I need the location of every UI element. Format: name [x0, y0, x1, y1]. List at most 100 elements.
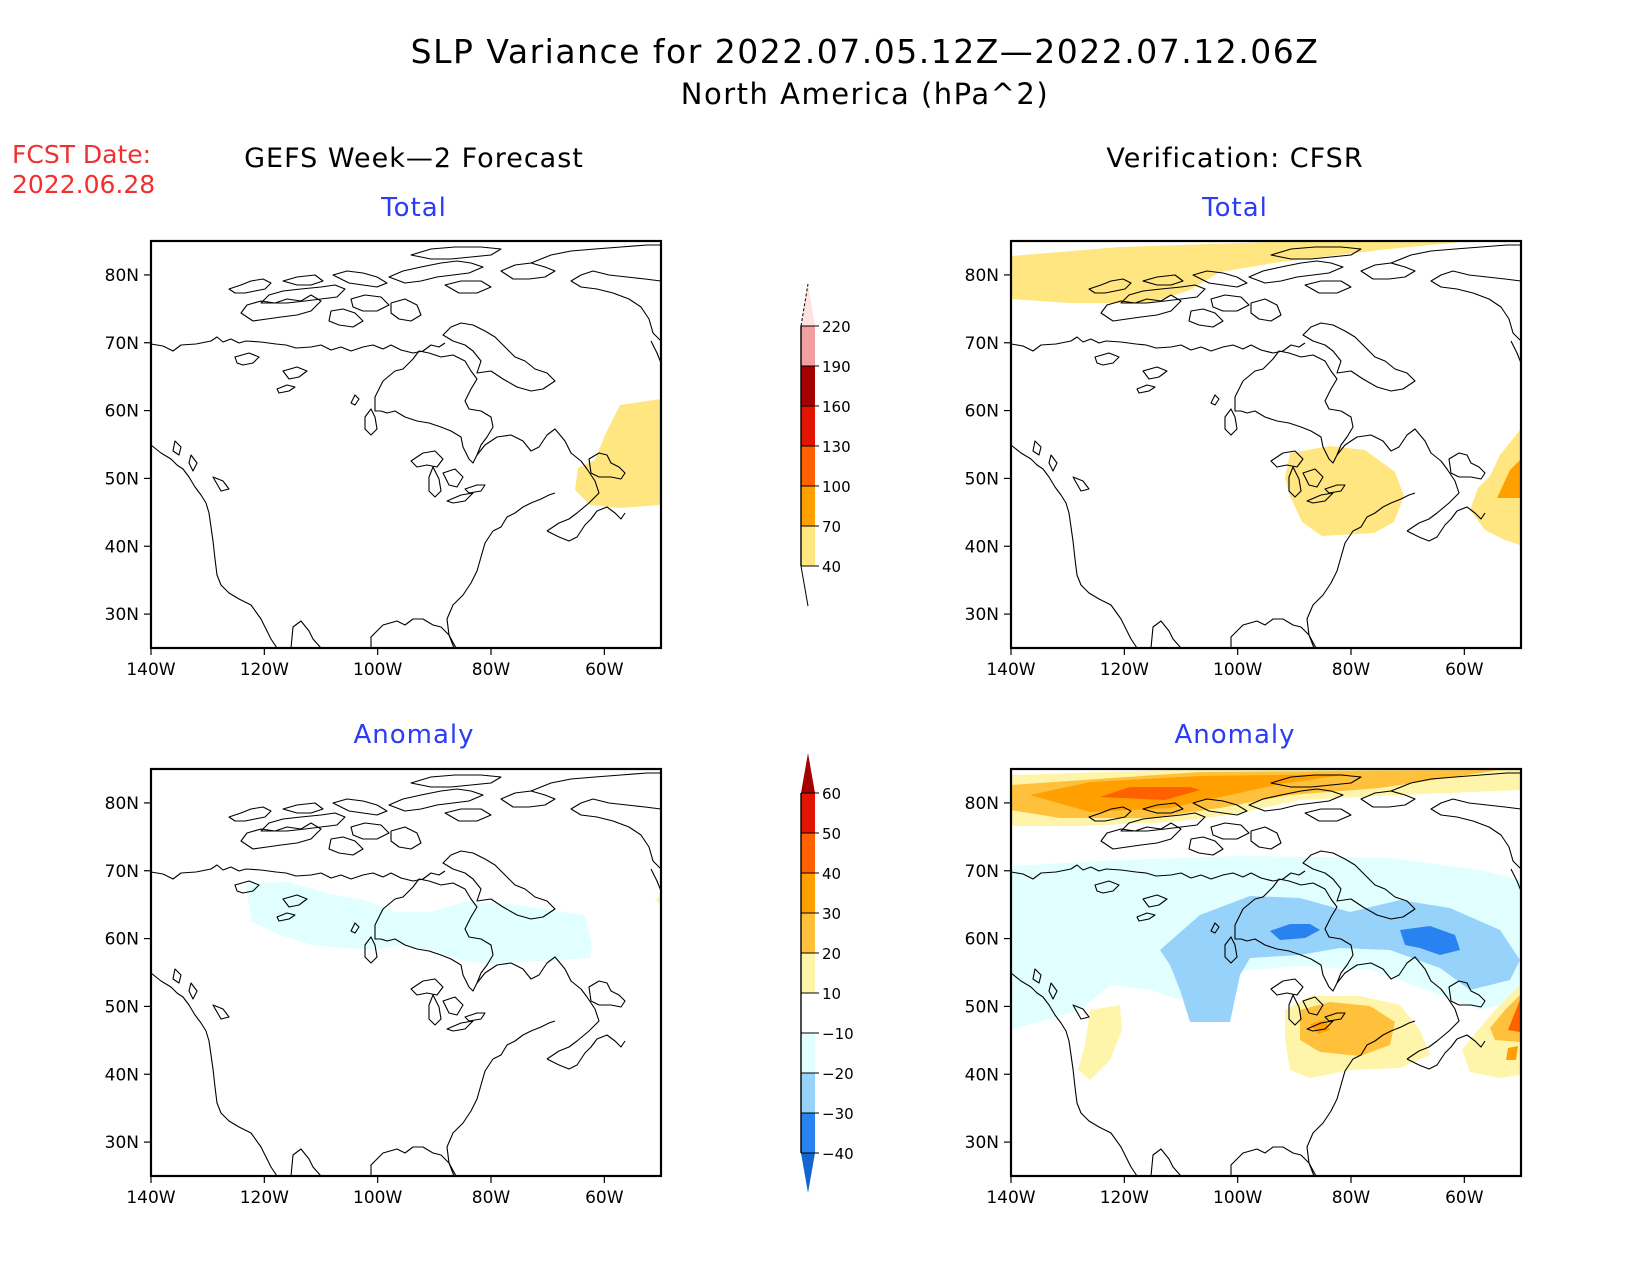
colorbar-total-label: 220	[822, 318, 851, 336]
colorbar-total-bottom-edge	[800, 565, 809, 607]
colorbar-total-label: 130	[822, 438, 851, 456]
shade-verification-anomaly-core1	[1270, 924, 1320, 940]
right-column-heading: Verification: CFSR	[1106, 143, 1364, 174]
y-tick-label: 30N	[105, 605, 139, 625]
colorbar-total-segment	[801, 326, 815, 366]
colorbar-anomaly-segment	[801, 1073, 815, 1113]
colorbar-anomaly-segment	[801, 793, 815, 833]
x-tick-label: 140W	[126, 1188, 175, 1208]
shade-verification-anomaly-nfld-40	[1508, 1000, 1520, 1032]
y-tick-label: 70N	[105, 334, 139, 354]
y-tick-label: 60N	[105, 402, 139, 422]
shade-forecast-total-newfoundland	[575, 399, 661, 508]
panel-forecast-total	[150, 244, 662, 649]
figure-title: SLP Variance for 2022.07.05.12Z—2022.07.…	[410, 32, 1320, 71]
colorbar-total-segment	[801, 366, 815, 406]
colorbar-total-segment	[801, 486, 815, 526]
y-tick-label: 80N	[105, 266, 139, 286]
x-tick-label: 60W	[1445, 660, 1484, 680]
colorbar-anomaly-label: 50	[822, 825, 841, 843]
y-tick-label: 50N	[965, 997, 999, 1017]
y-tick-label: 50N	[105, 997, 139, 1017]
y-tick-label: 40N	[965, 1065, 999, 1085]
panel-forecast-anomaly	[150, 772, 662, 1177]
shade-verification-anomaly-nfld-30b	[1506, 1046, 1518, 1060]
y-tick-label: 80N	[965, 266, 999, 286]
y-tick-label: 80N	[105, 794, 139, 814]
colorbar-anomaly-segment	[801, 913, 815, 953]
y-tick-label: 30N	[965, 1133, 999, 1153]
x-tick-label: 140W	[986, 1188, 1035, 1208]
y-tick-label: 50N	[105, 469, 139, 489]
x-tick-label: 60W	[585, 660, 624, 680]
colorbar-anomaly-segment	[801, 873, 815, 913]
x-tick-label: 80W	[1332, 660, 1371, 680]
colorbar-total-segment	[801, 406, 815, 446]
y-tick-label: 30N	[965, 605, 999, 625]
shade-forecast-anomaly-canada	[246, 882, 592, 964]
y-tick-label: 50N	[965, 469, 999, 489]
colorbar-anomaly-label: 20	[822, 945, 841, 963]
colorbar-anomaly-label: −40	[822, 1145, 854, 1163]
colorbar-anomaly-label: 40	[822, 865, 841, 883]
x-tick-label: 120W	[240, 1188, 289, 1208]
shade-verification-anomaly-arctic-30	[1030, 774, 1350, 812]
shade-verification-anomaly-greatlakes-30	[1310, 1020, 1330, 1034]
left-column-heading: GEFS Week—2 Forecast	[244, 143, 584, 174]
colorbar-total-segment	[801, 526, 815, 566]
colorbar-total-label: 100	[822, 478, 851, 496]
colorbar-anomaly-segment	[801, 953, 815, 993]
colorbar-total-label: 70	[822, 518, 841, 536]
y-tick-label: 40N	[965, 537, 999, 557]
fcst-date-label: FCST Date:	[12, 140, 152, 169]
colorbar-anomaly-segment	[801, 833, 815, 873]
colorbar-anomaly-segment	[801, 1113, 815, 1153]
shade-verification-anomaly-arctic-40	[1100, 787, 1200, 800]
colorbar-anomaly-label: 30	[822, 905, 841, 923]
x-tick-label: 100W	[1213, 1188, 1262, 1208]
frame-verification-total	[1009, 239, 1523, 650]
colorbar-total-label: 160	[822, 398, 851, 416]
colorbar-anomaly-segment	[801, 1033, 815, 1073]
x-tick-label: 140W	[986, 660, 1035, 680]
panel-title-verification-total: Total	[1202, 193, 1268, 223]
colorbar-anomaly-segment	[801, 993, 815, 1033]
panel-title-forecast-anomaly: Anomaly	[353, 720, 475, 750]
frame-forecast-total	[149, 239, 663, 650]
colorbar-anomaly-label: −10	[822, 1025, 854, 1043]
y-tick-label: 80N	[965, 794, 999, 814]
colorbar-total-label: 40	[822, 558, 841, 576]
shade-verification-anomaly-pnw	[1078, 1005, 1122, 1080]
x-tick-label: 80W	[1332, 1188, 1371, 1208]
colorbar-total-top-edge	[800, 283, 809, 327]
colorbar-anomaly-label: 10	[822, 985, 841, 1003]
x-tick-label: 140W	[126, 660, 175, 680]
colorbar-total-label: 190	[822, 358, 851, 376]
panel-title-forecast-total: Total	[381, 193, 447, 223]
y-tick-label: 40N	[105, 1065, 139, 1085]
x-tick-label: 80W	[472, 660, 511, 680]
shade-forecast-anomaly-edge	[655, 895, 661, 904]
x-tick-label: 120W	[240, 660, 289, 680]
colorbar-total-segment	[801, 446, 815, 486]
y-tick-label: 60N	[965, 930, 999, 950]
colorbar-anomaly-label: 60	[822, 785, 841, 803]
figure-subtitle: North America (hPa^2)	[680, 77, 1050, 111]
x-tick-label: 120W	[1100, 660, 1149, 680]
colorbar-anomaly-label: −30	[822, 1105, 854, 1123]
y-tick-label: 70N	[105, 862, 139, 882]
x-tick-label: 100W	[353, 660, 402, 680]
colorbar-anomaly-bottom-triangle	[801, 1153, 815, 1193]
colorbar-total-top-triangle	[801, 284, 815, 326]
colorbar-anomaly-label: −20	[822, 1065, 854, 1083]
y-tick-label: 60N	[105, 930, 139, 950]
y-tick-label: 70N	[965, 334, 999, 354]
shade-verification-anomaly-nfld-10	[1462, 985, 1520, 1078]
panel-title-verification-anomaly: Anomaly	[1174, 720, 1296, 750]
shade-verification-total-arctic	[1011, 241, 1460, 303]
x-tick-label: 60W	[1445, 1188, 1484, 1208]
x-tick-label: 80W	[472, 1188, 511, 1208]
x-tick-label: 100W	[1213, 660, 1262, 680]
x-tick-label: 60W	[585, 1188, 624, 1208]
